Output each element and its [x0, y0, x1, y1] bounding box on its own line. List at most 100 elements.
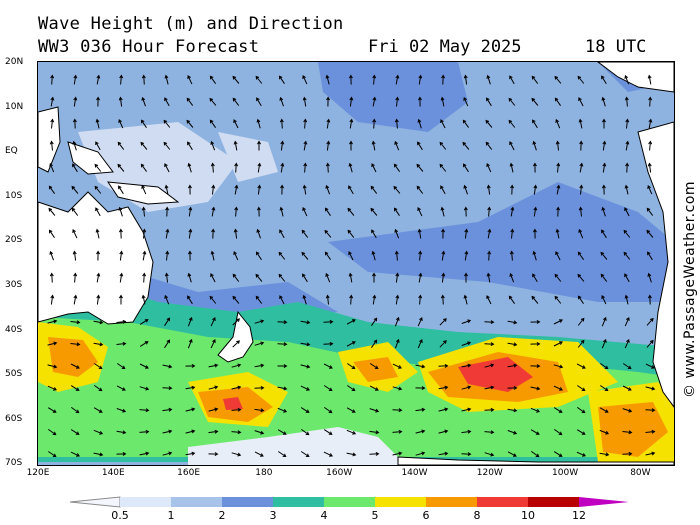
wave-direction-arrow	[462, 119, 470, 128]
wave-direction-arrow	[70, 429, 80, 435]
wave-direction-arrow	[577, 317, 585, 326]
wave-direction-arrow	[392, 363, 402, 369]
wave-direction-arrow	[70, 320, 81, 325]
wave-direction-arrow	[323, 385, 333, 392]
wave-direction-arrow	[49, 272, 54, 283]
wave-direction-arrow	[530, 407, 540, 413]
wave-direction-arrow	[233, 251, 239, 261]
legend-swatch	[426, 497, 477, 507]
wave-direction-arrow	[277, 429, 287, 435]
wave-direction-arrow	[370, 339, 378, 348]
wave-direction-arrow	[392, 429, 403, 434]
wave-direction-arrow	[416, 163, 424, 172]
wave-direction-arrow	[142, 272, 147, 283]
wave-direction-arrow	[187, 295, 193, 305]
wave-direction-arrow	[139, 319, 149, 325]
wave-direction-arrow	[461, 385, 472, 390]
wave-direction-arrow	[531, 295, 539, 304]
wave-direction-arrow	[257, 140, 262, 151]
wave-map[interactable]	[37, 61, 675, 466]
wave-direction-arrow	[208, 429, 219, 434]
wave-direction-arrow	[439, 141, 447, 150]
borneo	[67, 141, 114, 175]
wave-direction-arrow	[461, 407, 472, 412]
wave-direction-arrow	[531, 75, 539, 84]
wave-direction-arrow	[278, 273, 286, 282]
wave-direction-arrow	[162, 451, 173, 456]
wave-direction-arrow	[370, 185, 378, 194]
wave-direction-arrow	[71, 185, 79, 194]
wave-direction-arrow	[370, 317, 378, 326]
wave-direction-arrow	[209, 295, 217, 304]
wave-direction-arrow	[415, 429, 426, 434]
wave-direction-arrow	[49, 140, 54, 151]
wave-direction-arrow	[555, 140, 560, 151]
wave-direction-arrow	[417, 207, 423, 217]
wave-direction-arrow	[118, 228, 123, 239]
wave-map-canvas	[38, 62, 674, 465]
wave-direction-arrow	[415, 364, 426, 369]
wave-direction-arrow	[140, 141, 148, 150]
wave-direction-arrow	[164, 97, 170, 107]
wave-direction-arrow	[187, 75, 193, 85]
wave-direction-arrow	[532, 250, 537, 261]
wave-direction-arrow	[508, 295, 516, 304]
wave-direction-arrow	[371, 140, 376, 151]
wave-direction-arrow	[233, 228, 238, 239]
wave-direction-arrow	[346, 407, 356, 413]
wave-direction-arrow	[625, 162, 630, 173]
wave-direction-arrow	[346, 429, 357, 435]
wave-direction-arrow	[208, 385, 219, 390]
latitude-label: 60S	[5, 413, 23, 424]
wave-direction-arrow	[256, 206, 261, 217]
wave-direction-arrow	[395, 272, 400, 283]
longitude-label: 80W	[630, 468, 651, 478]
wave-direction-arrow	[462, 141, 470, 150]
wave-direction-arrow	[508, 97, 516, 106]
wave-direction-arrow	[554, 273, 562, 282]
wave-direction-arrow	[553, 385, 563, 391]
wave-direction-arrow	[394, 316, 400, 327]
wave-direction-arrow	[577, 406, 586, 414]
wave-direction-arrow	[532, 119, 538, 129]
wave-direction-arrow	[416, 185, 424, 194]
wave-direction-arrow	[117, 163, 125, 172]
wave-direction-arrow	[323, 451, 333, 457]
wave-direction-arrow	[94, 384, 103, 392]
longitude-label: 120E	[26, 468, 50, 478]
longitude-label: 160W	[326, 468, 353, 478]
wave-direction-arrow	[255, 295, 263, 304]
wave-direction-arrow	[555, 118, 561, 129]
wave-direction-arrow	[280, 162, 285, 173]
wave-direction-arrow	[508, 119, 516, 128]
wave-direction-arrow	[96, 272, 101, 283]
wave-direction-arrow	[624, 339, 630, 349]
wave-direction-arrow	[486, 184, 491, 195]
wave-direction-arrow	[464, 250, 469, 261]
wave-direction-arrow	[119, 272, 124, 283]
wave-direction-arrow	[395, 294, 400, 305]
wave-direction-arrow	[301, 251, 309, 260]
forecast-model-label: WW3 036 Hour Forecast	[38, 37, 260, 57]
map-title: Wave Height (m) and Direction	[38, 14, 344, 34]
wave-direction-arrow	[371, 163, 377, 173]
wave-direction-arrow	[440, 206, 445, 217]
wave-direction-arrow	[461, 341, 472, 346]
wave-direction-arrow	[599, 429, 610, 435]
wave-direction-arrow	[94, 363, 103, 370]
wave-direction-arrow	[116, 451, 127, 456]
wave-zone-4m	[38, 317, 674, 457]
wave-direction-arrow	[485, 141, 493, 150]
wave-direction-arrow	[602, 162, 607, 173]
wave-direction-arrow	[417, 339, 423, 349]
land-masses	[38, 62, 674, 465]
wave-direction-arrow	[394, 228, 400, 239]
wave-direction-arrow	[622, 451, 633, 456]
watermark: © www.PassageWeather.com	[682, 180, 698, 398]
wave-direction-arrow	[255, 273, 263, 282]
wave-direction-arrow	[324, 207, 331, 216]
wave-direction-arrow	[578, 97, 584, 107]
wave-direction-arrow	[47, 319, 58, 324]
legend-label: 3	[269, 509, 277, 522]
wave-direction-arrow	[70, 363, 80, 369]
